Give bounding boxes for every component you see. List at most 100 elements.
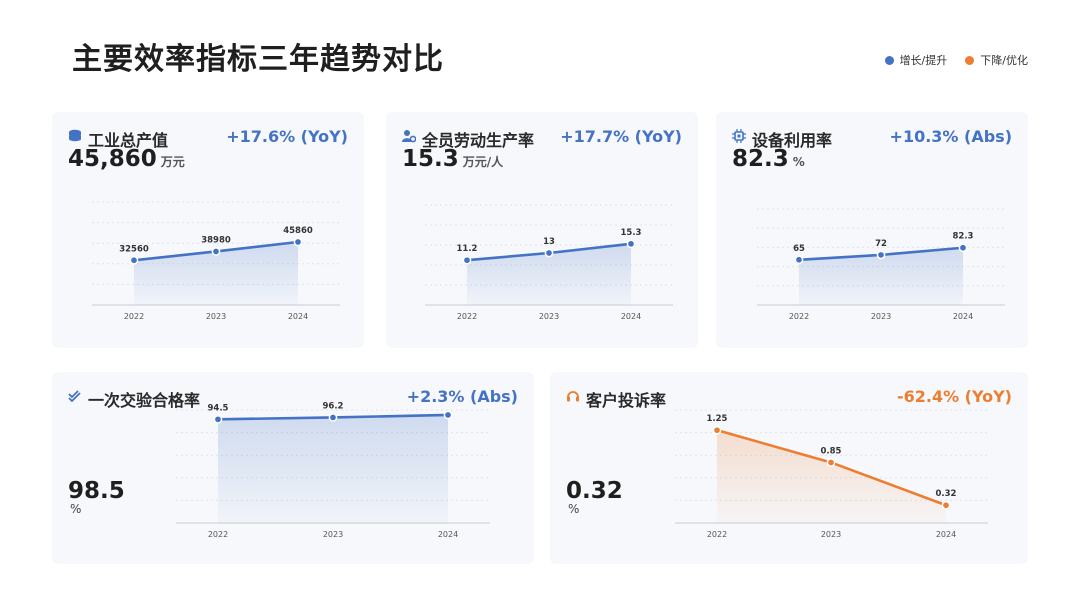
chart-industrial-output: 32560 38980 45860 2022 2023 2024 bbox=[92, 201, 340, 321]
chart-equipment-utilization: 65 72 82.3 2022 2023 2024 bbox=[757, 208, 1005, 321]
card-industrial-output: 工业总产值 +17.6% (YoY) 45,860 万元 32560 38980 45… bbox=[52, 112, 364, 348]
data-point bbox=[462, 255, 472, 265]
card-header: 一次交验合格率 +2.3% (Abs) bbox=[68, 386, 518, 410]
data-label: 1.25 bbox=[707, 414, 728, 424]
data-point bbox=[293, 237, 303, 247]
data-label: 96.2 bbox=[323, 401, 344, 411]
x-tick-label: 2023 bbox=[821, 530, 841, 539]
card-title: 全员劳动生产率 bbox=[422, 131, 535, 150]
change-badge: +10.3% (Abs) bbox=[889, 127, 1012, 146]
x-tick-label: 2024 bbox=[953, 312, 973, 321]
coins-icon bbox=[68, 129, 82, 143]
data-label: 94.5 bbox=[208, 403, 229, 413]
metric-value: 15.3 bbox=[402, 146, 459, 172]
data-point bbox=[443, 410, 453, 420]
x-tick-label: 2023 bbox=[323, 530, 343, 539]
metric-unit: % bbox=[792, 155, 805, 169]
data-label: 38980 bbox=[201, 235, 231, 245]
x-tick-label: 2022 bbox=[457, 312, 477, 321]
data-label: 13 bbox=[543, 237, 555, 247]
data-point bbox=[626, 239, 636, 249]
data-point bbox=[328, 413, 338, 422]
metric-unit: % bbox=[70, 502, 82, 516]
metric-unit: 万元/人 bbox=[462, 155, 504, 169]
metric-value: 45,860 bbox=[68, 146, 157, 172]
card-header: 设备利用率 +10.3% (Abs) bbox=[732, 126, 1012, 150]
card-title: 设备利用率 bbox=[752, 131, 833, 150]
legend-label-increase: 增长/提升 bbox=[899, 54, 948, 67]
metric-value-row: 15.3 万元/人 bbox=[402, 146, 503, 172]
metric-value: 82.3 bbox=[732, 146, 789, 172]
data-label: 11.2 bbox=[457, 244, 478, 254]
metric-value: 0.32 bbox=[566, 478, 623, 504]
legend-item-decrease: 下降/优化 bbox=[965, 52, 1028, 68]
series-area bbox=[799, 247, 963, 305]
x-tick-label: 2023 bbox=[206, 312, 226, 321]
x-tick-label: 2022 bbox=[124, 312, 144, 321]
data-label: 45860 bbox=[283, 226, 313, 236]
x-tick-label: 2024 bbox=[621, 312, 641, 321]
metric-value-row: 82.3% bbox=[732, 146, 805, 172]
x-tick-label: 2022 bbox=[208, 530, 228, 539]
card-labor-productivity: 全员劳动生产率 +17.7% (YoY) 15.3 万元/人 11.2 13 15.3… bbox=[386, 112, 698, 348]
legend-item-increase: 增长/提升 bbox=[884, 52, 948, 68]
metric-value-row: 45,860 万元 bbox=[68, 146, 185, 172]
chip-icon bbox=[732, 129, 746, 143]
data-point bbox=[958, 243, 968, 253]
card-equipment-utilization: 设备利用率 +10.3% (Abs) 82.3% 65 72 82.3 2022 202… bbox=[716, 112, 1028, 348]
x-tick-label: 2024 bbox=[936, 530, 956, 539]
chart-complaint-rate: 1.25 0.85 0.32 2022 2023 2024 bbox=[675, 409, 988, 539]
card-first-pass-yield: 一次交验合格率 +2.3% (Abs) 98.5 % 94.5 96.2 2022 2… bbox=[52, 372, 534, 564]
legend-marker-increase bbox=[884, 55, 894, 65]
x-tick-label: 2024 bbox=[438, 530, 458, 539]
x-tick-label: 2023 bbox=[539, 312, 559, 321]
card-complaint-rate: 客户投诉率 -62.4% (YoY) 0.32 % 1.25 0.85 0.32 20… bbox=[550, 372, 1028, 564]
data-point bbox=[876, 250, 886, 260]
card-title: 客户投诉率 bbox=[586, 391, 667, 410]
data-label: 15.3 bbox=[621, 228, 642, 238]
legend-label-decrease: 下降/优化 bbox=[980, 54, 1028, 67]
data-label: 32560 bbox=[119, 244, 149, 254]
x-tick-label: 2022 bbox=[789, 312, 809, 321]
card-title: 工业总产值 bbox=[88, 131, 169, 150]
data-label: 0.85 bbox=[821, 446, 842, 456]
chart-labor-productivity: 11.2 13 15.3 2022 2023 2024 bbox=[425, 204, 673, 321]
data-point bbox=[544, 248, 554, 258]
data-point bbox=[826, 458, 836, 467]
metric-value: 98.5 bbox=[68, 478, 125, 504]
card-title: 一次交验合格率 bbox=[88, 391, 201, 410]
data-label: 82.3 bbox=[953, 232, 974, 242]
series-area bbox=[717, 430, 946, 523]
data-point bbox=[794, 255, 804, 265]
user-gear-icon bbox=[402, 129, 416, 143]
x-tick-label: 2022 bbox=[707, 530, 727, 539]
chart-first-pass-yield: 94.5 96.2 2022 2023 2024 bbox=[176, 401, 490, 539]
legend: 增长/提升 下降/优化 bbox=[884, 52, 1028, 68]
data-point bbox=[213, 414, 223, 424]
legend-marker-decrease bbox=[965, 55, 975, 65]
data-point bbox=[211, 247, 221, 256]
x-tick-label: 2023 bbox=[871, 312, 891, 321]
data-label: 72 bbox=[875, 239, 887, 249]
double-check-icon bbox=[68, 389, 82, 403]
page-title: 主要效率指标三年趋势对比 bbox=[72, 42, 444, 77]
data-label: 65 bbox=[793, 244, 805, 254]
change-badge: +17.7% (YoY) bbox=[560, 127, 682, 146]
metric-unit: 万元 bbox=[160, 155, 185, 169]
data-point bbox=[129, 255, 139, 265]
card-header: 工业总产值 +17.6% (YoY) bbox=[68, 126, 348, 150]
change-badge: +2.3% (Abs) bbox=[406, 387, 518, 406]
change-badge: -62.4% (YoY) bbox=[896, 387, 1012, 406]
data-label: 0.32 bbox=[936, 489, 957, 499]
data-point bbox=[712, 425, 722, 435]
data-point bbox=[941, 500, 951, 510]
headset-icon bbox=[566, 389, 580, 403]
series-area bbox=[134, 242, 298, 305]
metric-unit: % bbox=[568, 502, 580, 516]
series-area bbox=[467, 243, 631, 305]
card-header: 全员劳动生产率 +17.7% (YoY) bbox=[402, 126, 682, 150]
x-tick-label: 2024 bbox=[288, 312, 308, 321]
series-area bbox=[218, 414, 448, 523]
change-badge: +17.6% (YoY) bbox=[226, 127, 348, 146]
card-header: 客户投诉率 -62.4% (YoY) bbox=[566, 386, 1012, 410]
